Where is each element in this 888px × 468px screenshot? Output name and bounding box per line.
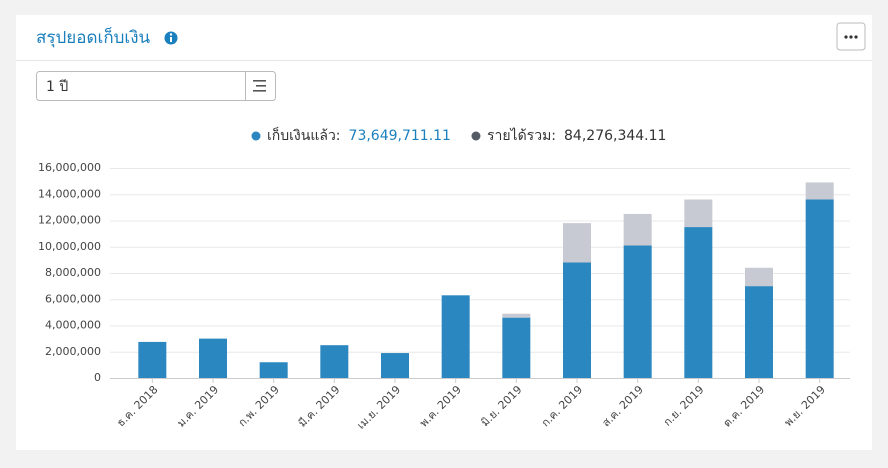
bar-segment [502,317,531,378]
legend: เก็บเงินแล้ว: 73,649,711.11 รายได้รวม: 84,2… [251,126,666,144]
bar-segment [623,245,652,378]
bar-segment [381,353,409,378]
y-tick-label: 16,000,000 [38,161,101,174]
bar-segment [320,345,349,378]
bar-segment [441,295,470,378]
legend-name: รายได้รวม: [487,127,556,144]
bar-segment [745,267,773,287]
bar-segment [623,213,652,246]
bar-segment [563,262,591,378]
bar-segment [805,182,834,200]
bar-segment [684,227,713,378]
legend-name: เก็บเงินแล้ว: [267,126,341,144]
y-tick-label: 10,000,000 [38,240,101,253]
more-button[interactable] [836,22,866,51]
y-tick-label: 12,000,000 [38,214,101,227]
y-tick-label: 8,000,000 [45,266,101,279]
legend-total: 84,276,344.11 [564,128,666,144]
period-dropdown[interactable]: 1 ปี [36,71,276,101]
widget-title: สรุปยอดเก็บเงิน [36,26,151,48]
legend-total: 73,649,711.11 [349,128,451,144]
bar-segment [259,362,288,378]
y-tick-label: 4,000,000 [45,319,101,332]
bar-segment [502,313,531,318]
bar-segment [684,199,713,228]
bar-segment [563,223,591,263]
y-tick-label: 6,000,000 [45,292,101,305]
bar-segment [138,341,167,378]
bar-segment [199,338,227,378]
info-icon[interactable] [164,31,178,45]
legend-dot [471,131,481,141]
legend-dot [251,131,261,141]
bar-segment [745,286,773,378]
bar-segment [805,199,834,378]
y-tick-label: 2,000,000 [45,345,101,358]
y-tick-label: 0 [94,371,101,384]
y-tick-label: 14,000,000 [38,187,101,200]
period-label: 1 ปี [46,79,68,95]
